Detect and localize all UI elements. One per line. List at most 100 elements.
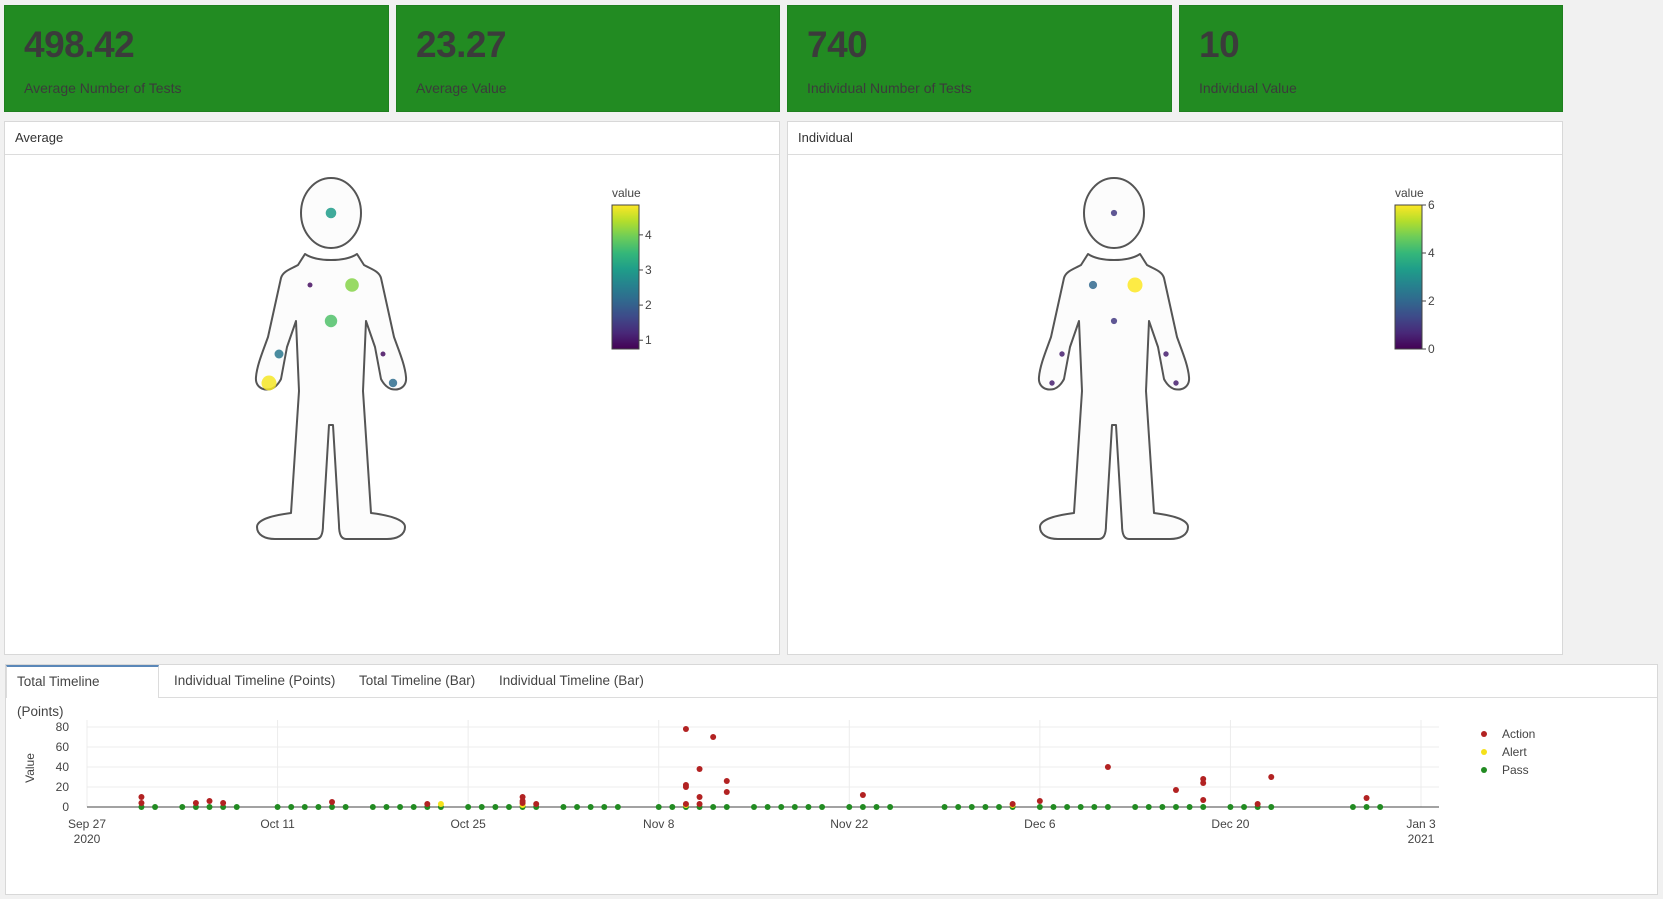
point-action[interactable] <box>696 801 703 807</box>
body-point-head[interactable] <box>325 207 337 219</box>
point-pass[interactable] <box>1200 804 1207 810</box>
point-pass[interactable] <box>601 804 608 810</box>
body-point-right-forearm[interactable] <box>1059 351 1065 357</box>
point-action[interactable] <box>329 799 336 805</box>
point-alert[interactable] <box>437 801 444 807</box>
legend-label-pass[interactable]: Pass <box>1502 763 1529 777</box>
point-action[interactable] <box>1172 787 1179 793</box>
point-action[interactable] <box>192 800 199 806</box>
legend-marker-alert[interactable] <box>1481 749 1487 755</box>
body-point-left-hand[interactable] <box>1173 380 1179 386</box>
point-action[interactable] <box>1036 798 1043 804</box>
point-action[interactable] <box>1268 774 1275 780</box>
point-pass[interactable] <box>751 804 757 810</box>
individual-body-map[interactable]: value 6 4 2 0 <box>788 155 1562 654</box>
point-pass[interactable] <box>1132 804 1139 810</box>
point-pass[interactable] <box>152 804 159 810</box>
point-action[interactable] <box>723 789 730 795</box>
body-point-left-chest[interactable] <box>1127 277 1143 293</box>
point-pass[interactable] <box>329 804 336 810</box>
point-pass[interactable] <box>1064 804 1071 810</box>
point-action[interactable] <box>1104 764 1111 770</box>
point-pass[interactable] <box>1186 804 1193 810</box>
point-action[interactable] <box>220 800 227 806</box>
point-action[interactable] <box>710 734 717 740</box>
point-pass[interactable] <box>1363 804 1370 810</box>
body-point-right-chest[interactable] <box>307 282 313 288</box>
point-action[interactable] <box>859 792 866 798</box>
point-action[interactable] <box>682 801 689 807</box>
point-pass[interactable] <box>1227 804 1234 810</box>
point-pass[interactable] <box>941 804 948 810</box>
body-point-abdomen[interactable] <box>1110 317 1118 325</box>
point-action[interactable] <box>1363 795 1370 801</box>
point-pass[interactable] <box>1145 804 1152 810</box>
point-pass[interactable] <box>655 804 662 810</box>
legend-marker-pass[interactable] <box>1481 767 1487 773</box>
point-pass[interactable] <box>968 804 975 810</box>
average-body-map[interactable]: value 4 3 2 1 <box>5 155 779 654</box>
point-pass[interactable] <box>1077 804 1084 810</box>
body-point-right-forearm[interactable] <box>274 349 284 359</box>
point-action[interactable] <box>1200 780 1207 786</box>
body-point-left-forearm[interactable] <box>1163 351 1169 357</box>
point-pass[interactable] <box>233 804 240 810</box>
point-pass[interactable] <box>1091 804 1098 810</box>
point-action[interactable] <box>1009 801 1016 807</box>
tab-individual-timeline-points[interactable]: Individual Timeline (Points) <box>174 673 336 688</box>
point-pass[interactable] <box>1349 804 1356 810</box>
point-pass[interactable] <box>723 804 730 810</box>
point-pass[interactable] <box>288 804 295 810</box>
point-pass[interactable] <box>492 804 499 810</box>
body-point-abdomen[interactable] <box>324 314 338 328</box>
point-pass[interactable] <box>819 804 826 810</box>
point-pass[interactable] <box>574 804 581 810</box>
point-pass[interactable] <box>710 804 717 810</box>
point-pass[interactable] <box>505 804 512 810</box>
body-point-left-chest[interactable] <box>345 278 359 292</box>
point-pass[interactable] <box>873 804 880 810</box>
point-action[interactable] <box>138 800 145 806</box>
point-action[interactable] <box>696 766 703 772</box>
tab-total-timeline-points[interactable]: Total Timeline (Points) <box>6 665 159 719</box>
tab-total-timeline-bar[interactable]: Total Timeline (Bar) <box>359 673 476 688</box>
body-point-left-hand[interactable] <box>388 378 398 388</box>
body-point-right-hand[interactable] <box>1049 380 1055 386</box>
point-pass[interactable] <box>274 804 281 810</box>
point-pass[interactable] <box>342 804 349 810</box>
point-pass[interactable] <box>982 804 989 810</box>
body-point-right-hand[interactable] <box>261 375 277 391</box>
point-pass[interactable] <box>764 804 771 810</box>
point-action[interactable] <box>533 801 540 807</box>
point-pass[interactable] <box>315 804 322 810</box>
point-action[interactable] <box>682 784 689 790</box>
point-pass[interactable] <box>1241 804 1248 810</box>
point-pass[interactable] <box>996 804 1003 810</box>
point-action[interactable] <box>696 794 703 800</box>
point-pass[interactable] <box>410 804 417 810</box>
point-pass[interactable] <box>465 804 472 810</box>
point-pass[interactable] <box>791 804 798 810</box>
point-pass[interactable] <box>206 804 213 810</box>
point-pass[interactable] <box>846 804 853 810</box>
point-pass[interactable] <box>887 804 894 810</box>
point-pass[interactable] <box>369 804 376 810</box>
point-pass[interactable] <box>1104 804 1111 810</box>
point-pass[interactable] <box>614 804 621 810</box>
point-pass[interactable] <box>397 804 404 810</box>
point-pass[interactable] <box>805 804 812 810</box>
point-action[interactable] <box>723 778 730 784</box>
body-point-head[interactable] <box>1110 209 1118 217</box>
legend-marker-action[interactable] <box>1481 731 1487 737</box>
point-pass[interactable] <box>1377 804 1384 810</box>
point-pass[interactable] <box>179 804 186 810</box>
point-action[interactable] <box>138 794 145 800</box>
point-action[interactable] <box>1254 801 1261 807</box>
point-pass[interactable] <box>1159 804 1166 810</box>
point-pass[interactable] <box>955 804 962 810</box>
point-action[interactable] <box>206 798 213 804</box>
point-pass[interactable] <box>560 804 567 810</box>
point-pass[interactable] <box>587 804 594 810</box>
point-action[interactable] <box>1200 797 1207 803</box>
